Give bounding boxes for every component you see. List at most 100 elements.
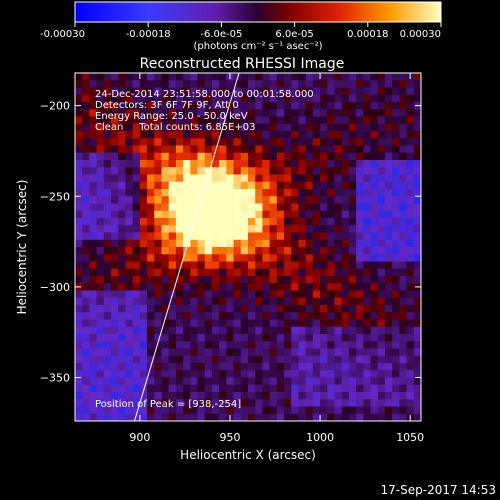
heatmap-cell	[370, 160, 379, 168]
heatmap-cell	[413, 87, 421, 96]
heatmap-cell	[233, 413, 242, 421]
annotation-energy-range: Energy Range: 25.0 - 50.0 keV	[95, 111, 248, 122]
heatmap-cell	[161, 413, 170, 421]
heatmap-cell	[399, 312, 407, 320]
heatmap-cell	[269, 123, 278, 132]
heatmap-cell	[262, 254, 270, 262]
heatmap-cell	[255, 290, 263, 299]
heatmap-cell	[248, 290, 256, 299]
heatmap-cell	[154, 87, 162, 96]
heatmap-cell	[197, 160, 206, 168]
heatmap-cell	[233, 196, 242, 204]
heatmap-cell	[248, 160, 256, 168]
heatmap-cell	[284, 319, 292, 328]
heatmap-cell	[154, 399, 162, 407]
heatmap-cell	[96, 312, 105, 320]
heatmap-cell	[255, 399, 263, 407]
heatmap-cell	[341, 109, 350, 117]
heatmap-cell	[89, 116, 97, 125]
heatmap-cell	[226, 174, 234, 183]
heatmap-cell	[262, 247, 270, 255]
plot-area	[75, 73, 421, 421]
heatmap-cell	[240, 297, 249, 306]
heatmap-cell	[356, 406, 364, 415]
heatmap-cell	[377, 363, 386, 371]
heatmap-cell	[233, 152, 242, 161]
heatmap-cell	[276, 247, 285, 255]
heatmap-cell	[255, 239, 263, 248]
heatmap-cell	[327, 341, 335, 349]
heatmap-cell	[370, 348, 379, 357]
heatmap-cell	[183, 116, 191, 125]
heatmap-cell	[211, 109, 220, 117]
heatmap-cell	[183, 370, 191, 378]
heatmap-cell	[370, 384, 379, 393]
heatmap-cell	[305, 239, 314, 248]
heatmap-cell	[197, 232, 206, 241]
heatmap-cell	[305, 87, 314, 96]
heatmap-cell	[262, 348, 270, 357]
heatmap-cell	[219, 181, 227, 190]
heatmap-cell	[377, 80, 386, 88]
heatmap-cell	[219, 268, 227, 277]
heatmap-cell	[305, 370, 314, 378]
heatmap-cell	[327, 94, 335, 103]
heatmap-cell	[255, 406, 263, 415]
heatmap-cell	[139, 160, 148, 168]
heatmap-cell	[96, 406, 105, 415]
heatmap-cell	[103, 160, 112, 168]
heatmap-cell	[219, 392, 227, 400]
heatmap-cell	[233, 94, 242, 103]
heatmap-cell	[175, 123, 184, 132]
heatmap-cell	[291, 254, 299, 262]
heatmap-cell	[262, 276, 270, 284]
heatmap-cell	[370, 305, 379, 313]
heatmap-cell	[240, 399, 249, 407]
heatmap-cell	[204, 210, 213, 219]
heatmap-cell	[348, 152, 357, 161]
heatmap-cell	[219, 174, 227, 183]
heatmap-cell	[406, 297, 415, 306]
heatmap-cell	[75, 276, 83, 284]
heatmap-cell	[154, 363, 162, 371]
heatmap-cell	[96, 138, 105, 146]
heatmap-cell	[204, 239, 213, 248]
heatmap-cell	[399, 145, 407, 154]
heatmap-cell	[341, 189, 350, 197]
heatmap-cell	[291, 247, 299, 255]
heatmap-cell	[399, 370, 407, 378]
heatmap-cell	[284, 312, 292, 320]
heatmap-cell	[125, 392, 133, 400]
heatmap-cell	[406, 326, 415, 335]
heatmap-cell	[312, 392, 321, 400]
heatmap-cell	[269, 341, 278, 349]
heatmap-cell	[327, 254, 335, 262]
heatmap-cell	[384, 283, 393, 291]
heatmap-cell	[348, 181, 357, 190]
heatmap-cell	[327, 334, 335, 342]
heatmap-cell	[392, 138, 400, 146]
heatmap-cell	[89, 363, 97, 371]
heatmap-cell	[183, 283, 191, 291]
heatmap-cell	[348, 210, 357, 219]
heatmap-cell	[226, 312, 234, 320]
heatmap-cell	[327, 174, 335, 183]
heatmap-cell	[399, 261, 407, 270]
heatmap-cell	[183, 210, 191, 219]
heatmap-cell	[175, 370, 184, 378]
heatmap-cell	[406, 392, 415, 400]
heatmap-cell	[111, 94, 119, 103]
heatmap-cell	[341, 174, 350, 183]
heatmap-cell	[255, 109, 263, 117]
heatmap-cell	[226, 218, 234, 226]
heatmap-cell	[320, 145, 328, 154]
heatmap-cell	[219, 348, 227, 357]
heatmap-cell	[370, 203, 379, 212]
heatmap-cell	[139, 210, 148, 219]
heatmap-cell	[125, 167, 133, 175]
heatmap-cell	[399, 254, 407, 262]
heatmap-cell	[211, 87, 220, 96]
heatmap-cell	[291, 218, 299, 226]
heatmap-cell	[406, 225, 415, 233]
heatmap-cell	[204, 123, 213, 132]
